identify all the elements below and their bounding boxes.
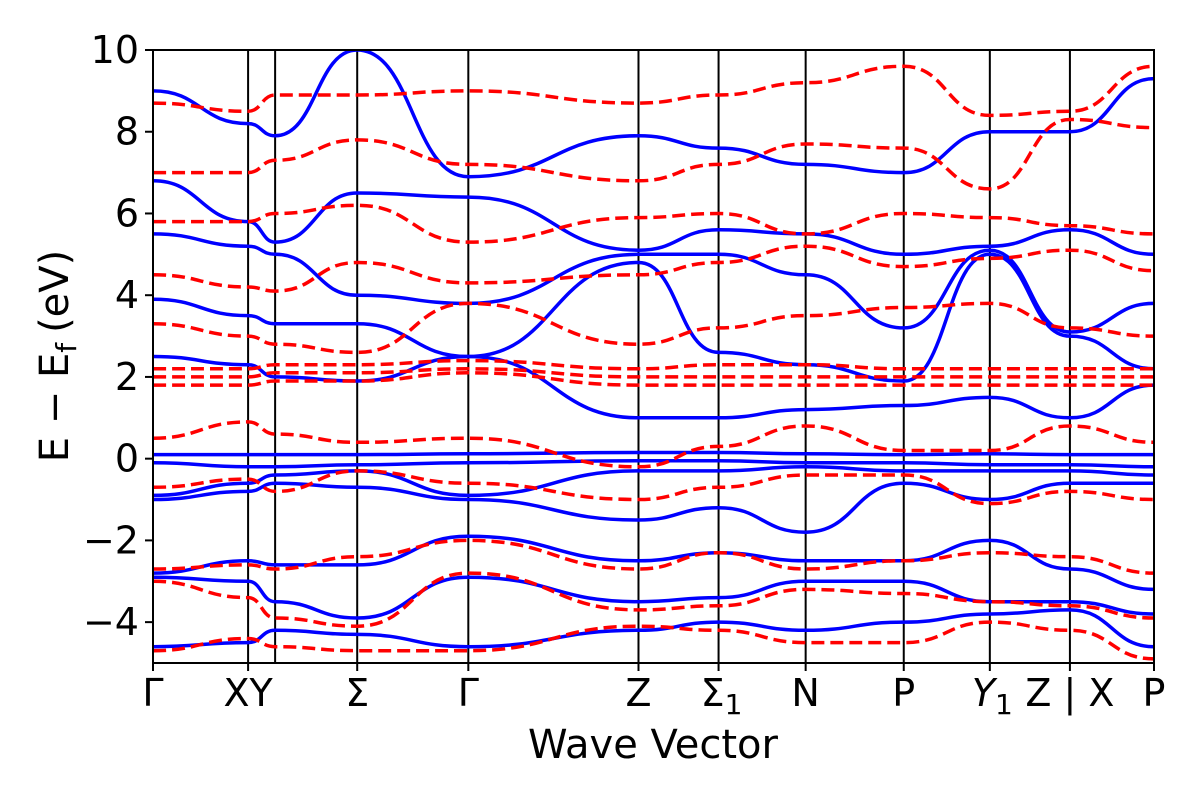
x-tick-label: Γ bbox=[142, 671, 163, 715]
y-tick-label: 2 bbox=[115, 355, 139, 399]
y-axis: −4 −2 0 2 4 6 8 10 bbox=[83, 28, 153, 644]
x-tick-label: XY bbox=[223, 671, 273, 715]
solid-band-8 bbox=[153, 50, 1154, 179]
y-tick-label: 10 bbox=[91, 28, 139, 72]
dashed-band-8 bbox=[153, 117, 1154, 191]
solid-band-5 bbox=[153, 252, 1154, 383]
solid-band-4 bbox=[153, 354, 1154, 420]
dashed-band-11 bbox=[153, 571, 1154, 628]
solid-band-0 bbox=[153, 450, 1154, 457]
x-tick-label-subscript: 1 bbox=[725, 688, 743, 721]
x-tick-label: Γ bbox=[458, 671, 479, 715]
y-tick-label: 0 bbox=[115, 437, 139, 481]
dashed-band-2 bbox=[153, 371, 1154, 387]
solid-band-10 bbox=[153, 575, 1154, 620]
y-axis-title-unit: (eV) bbox=[32, 250, 78, 333]
y-tick-label: −4 bbox=[83, 600, 139, 644]
plot-frame bbox=[152, 49, 1155, 664]
solid-band-3 bbox=[153, 481, 1154, 534]
high-symmetry-lines bbox=[152, 50, 1155, 663]
solid-band-1 bbox=[153, 458, 1154, 469]
x-tick-label: Σ1 bbox=[701, 671, 743, 721]
dashed-band-12 bbox=[153, 620, 1154, 661]
solid-band-7 bbox=[153, 179, 1154, 257]
dashed-band-0 bbox=[153, 420, 1154, 469]
x-axis-title: Wave Vector bbox=[528, 722, 779, 768]
x-tick-label-subscript: 1 bbox=[995, 688, 1013, 721]
dashed-band-5 bbox=[153, 301, 1154, 355]
solid-band-2 bbox=[153, 465, 1154, 498]
x-tick-label: N bbox=[791, 671, 819, 715]
y-axis-title: E − Ef (eV) bbox=[32, 250, 83, 463]
dashed-band-3 bbox=[153, 367, 1154, 379]
solid-band-11 bbox=[153, 608, 1154, 649]
y-tick-label: 4 bbox=[115, 273, 139, 317]
dashed-band-4 bbox=[153, 358, 1154, 371]
y-tick-label: 8 bbox=[115, 110, 139, 154]
x-tick-label: P bbox=[1143, 671, 1166, 715]
dashed-band-6 bbox=[153, 244, 1154, 293]
x-tick-label-main: Σ bbox=[701, 671, 725, 715]
solid-band-6 bbox=[153, 232, 1154, 334]
dashed-band-9 bbox=[153, 64, 1154, 118]
x-tick-label-main: Y bbox=[972, 671, 998, 715]
dashed-band-7 bbox=[153, 203, 1154, 244]
x-tick-label: Y1 bbox=[972, 671, 1013, 721]
x-tick-label: Z bbox=[625, 671, 651, 715]
y-axis-title-subscript: f bbox=[50, 342, 83, 353]
y-tick-label: 6 bbox=[115, 191, 139, 235]
x-tick-label: Z | X bbox=[1025, 671, 1114, 716]
x-tick-label: Σ bbox=[345, 671, 369, 715]
x-tick-label: P bbox=[892, 671, 915, 715]
y-axis-title-main: E − E bbox=[32, 353, 78, 463]
y-tick-label: −2 bbox=[83, 518, 139, 562]
dashed-band-1 bbox=[153, 469, 1154, 506]
bands-layer bbox=[153, 50, 1154, 661]
solid-band-9 bbox=[153, 534, 1154, 592]
dashed-band-10 bbox=[153, 538, 1154, 575]
